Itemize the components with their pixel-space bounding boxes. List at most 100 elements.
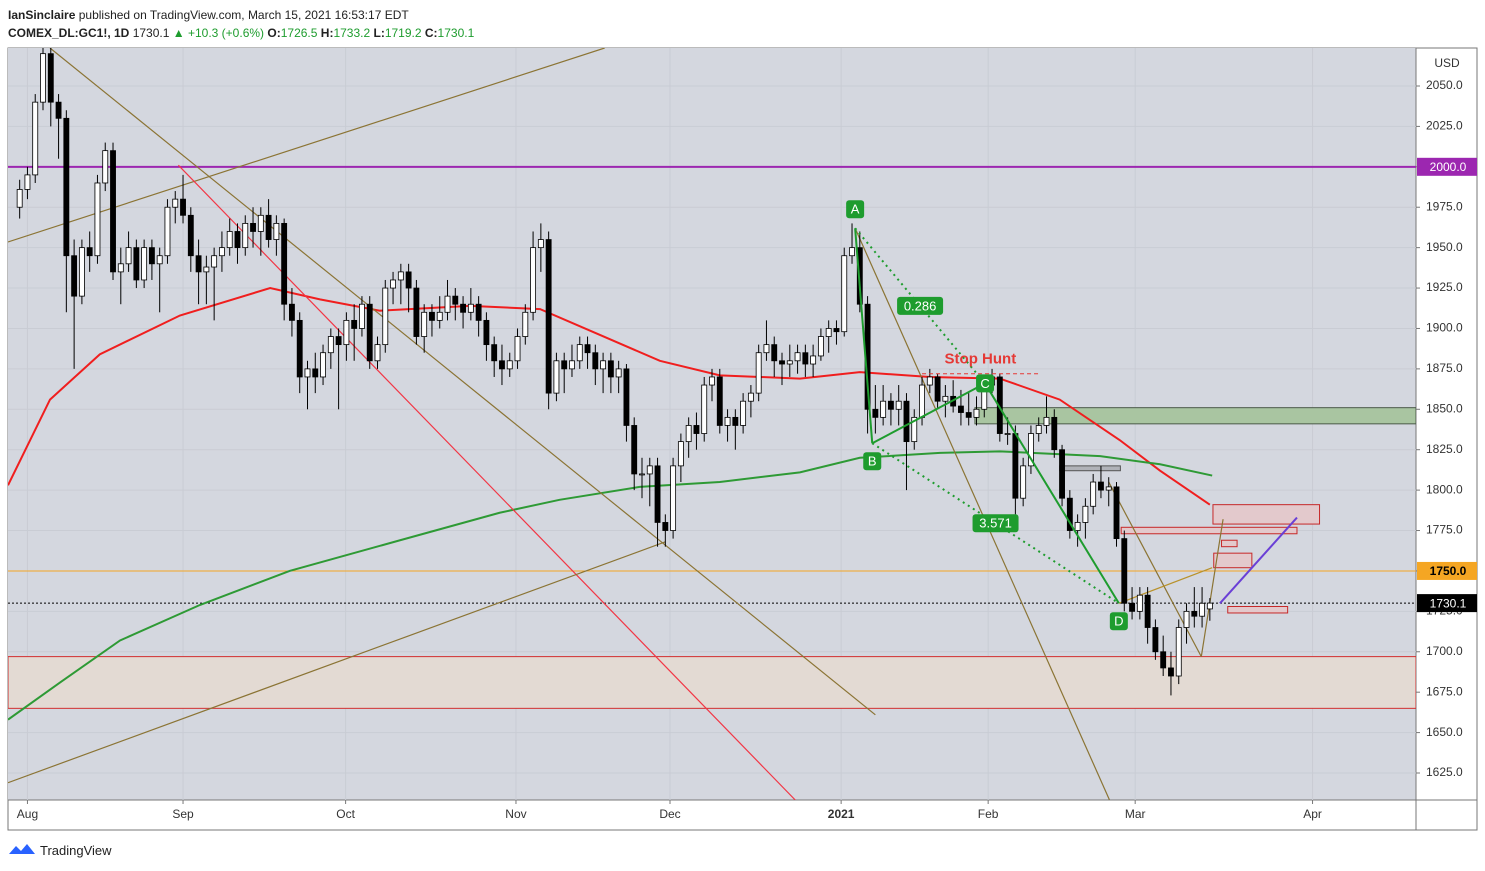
candle-body (794, 352, 801, 362)
candle-body (1074, 522, 1081, 531)
stop-hunt-label: Stop Hunt (945, 351, 1017, 368)
candle-body (1028, 433, 1034, 467)
candle-body (545, 239, 552, 394)
trend-line (1200, 519, 1224, 657)
candle-body (709, 376, 715, 386)
candle-body (817, 336, 824, 357)
candle-body (133, 247, 140, 281)
candle-body (810, 355, 817, 365)
candle-body (934, 376, 941, 402)
candle-body (289, 303, 295, 321)
logo (9, 844, 35, 854)
candle-body (693, 425, 700, 434)
candle-body (825, 328, 832, 337)
candle-body (125, 247, 132, 265)
y-tick-label: 1650.0 (1426, 725, 1463, 739)
candle-body (265, 214, 272, 240)
moving-average (8, 287, 1211, 506)
candle-body (234, 231, 241, 249)
y-tick-label: 1825.0 (1426, 442, 1463, 456)
candle-body (1035, 425, 1042, 434)
candle-body (514, 336, 521, 362)
candle-body (366, 303, 373, 362)
zone (8, 656, 1416, 709)
candle-body (436, 311, 443, 321)
zone (1227, 606, 1289, 614)
candle-body (506, 360, 513, 370)
pattern-leg (871, 382, 986, 445)
candle-body (382, 287, 389, 346)
zone (1059, 465, 1121, 472)
candle-body (926, 376, 933, 386)
trend-line (1118, 567, 1213, 604)
candle-body (965, 412, 972, 418)
candle-body (670, 465, 677, 531)
candle-body (802, 352, 809, 365)
candle-body (257, 214, 264, 232)
change: +10.3 (+0.6%) (187, 26, 265, 40)
y-tick-label: 1975.0 (1426, 199, 1463, 213)
candle-body (1043, 416, 1050, 426)
candle-body (374, 344, 381, 362)
candle-body (880, 400, 887, 418)
candle-body (467, 303, 474, 313)
candle-body (849, 247, 855, 257)
candle-body (281, 222, 288, 305)
candle-body (1183, 610, 1190, 628)
candle-body (117, 263, 124, 273)
author: IanSinclaire (8, 8, 76, 22)
candle-body (1129, 602, 1135, 612)
candle-body (195, 255, 202, 273)
trend-line (8, 48, 605, 243)
y-tick-label: 2050.0 (1426, 78, 1463, 92)
y-tick-label: 1925.0 (1426, 280, 1463, 294)
y-tick-label: 1700.0 (1426, 644, 1463, 658)
price-label: 1730.1 (1430, 596, 1467, 610)
candle-body (78, 247, 85, 297)
price-label-bg (1417, 157, 1477, 176)
x-tick-label: Mar (1125, 807, 1146, 821)
publish-line: IanSinclaire published on TradingView.co… (8, 6, 474, 24)
zone (1212, 504, 1321, 525)
candle-body (141, 247, 148, 281)
candle-body (1121, 538, 1128, 604)
candle-body (475, 303, 482, 321)
candle-body (911, 416, 918, 443)
y-tick-label: 1625.0 (1426, 765, 1463, 779)
candle-body (397, 271, 404, 281)
y-tick-label: 1675.0 (1426, 684, 1463, 698)
trend-line (1219, 516, 1298, 604)
candle-body (887, 400, 894, 410)
candle-body (576, 344, 583, 362)
zone (1221, 539, 1238, 548)
candle-body (537, 239, 544, 249)
candle-body (413, 287, 420, 337)
price-label-bg (1417, 561, 1477, 580)
candle-body (1160, 651, 1167, 669)
ohlc-value: 1726.5 (280, 26, 318, 40)
candle-body (452, 295, 459, 305)
price-label-bg (1417, 594, 1477, 613)
x-tick-label: Apr (1303, 807, 1322, 821)
x-tick-label: Dec (659, 807, 680, 821)
price-label: 2000.0 (1430, 160, 1467, 174)
candle-body (607, 360, 614, 378)
candle-body (1168, 667, 1174, 677)
y-tick-label: 1800.0 (1426, 482, 1463, 496)
y-tick-label: 2025.0 (1426, 119, 1463, 133)
candle-body (716, 376, 723, 426)
candle-body (1020, 465, 1027, 499)
pattern-label-box (846, 200, 865, 219)
trend-line (854, 227, 1111, 800)
pattern-ratio-line (854, 227, 986, 385)
candle-body (553, 360, 560, 394)
candle-body (841, 255, 848, 333)
candle-body (242, 222, 249, 249)
candle-body (771, 344, 778, 362)
zone (1120, 526, 1298, 535)
candle-body (1004, 433, 1011, 435)
pattern-label-box (976, 374, 995, 393)
ohlc: O:1726.5 H:1733.2 L:1719.2 C:1730.1 (267, 26, 474, 40)
ohlc-key: O: (267, 26, 281, 40)
